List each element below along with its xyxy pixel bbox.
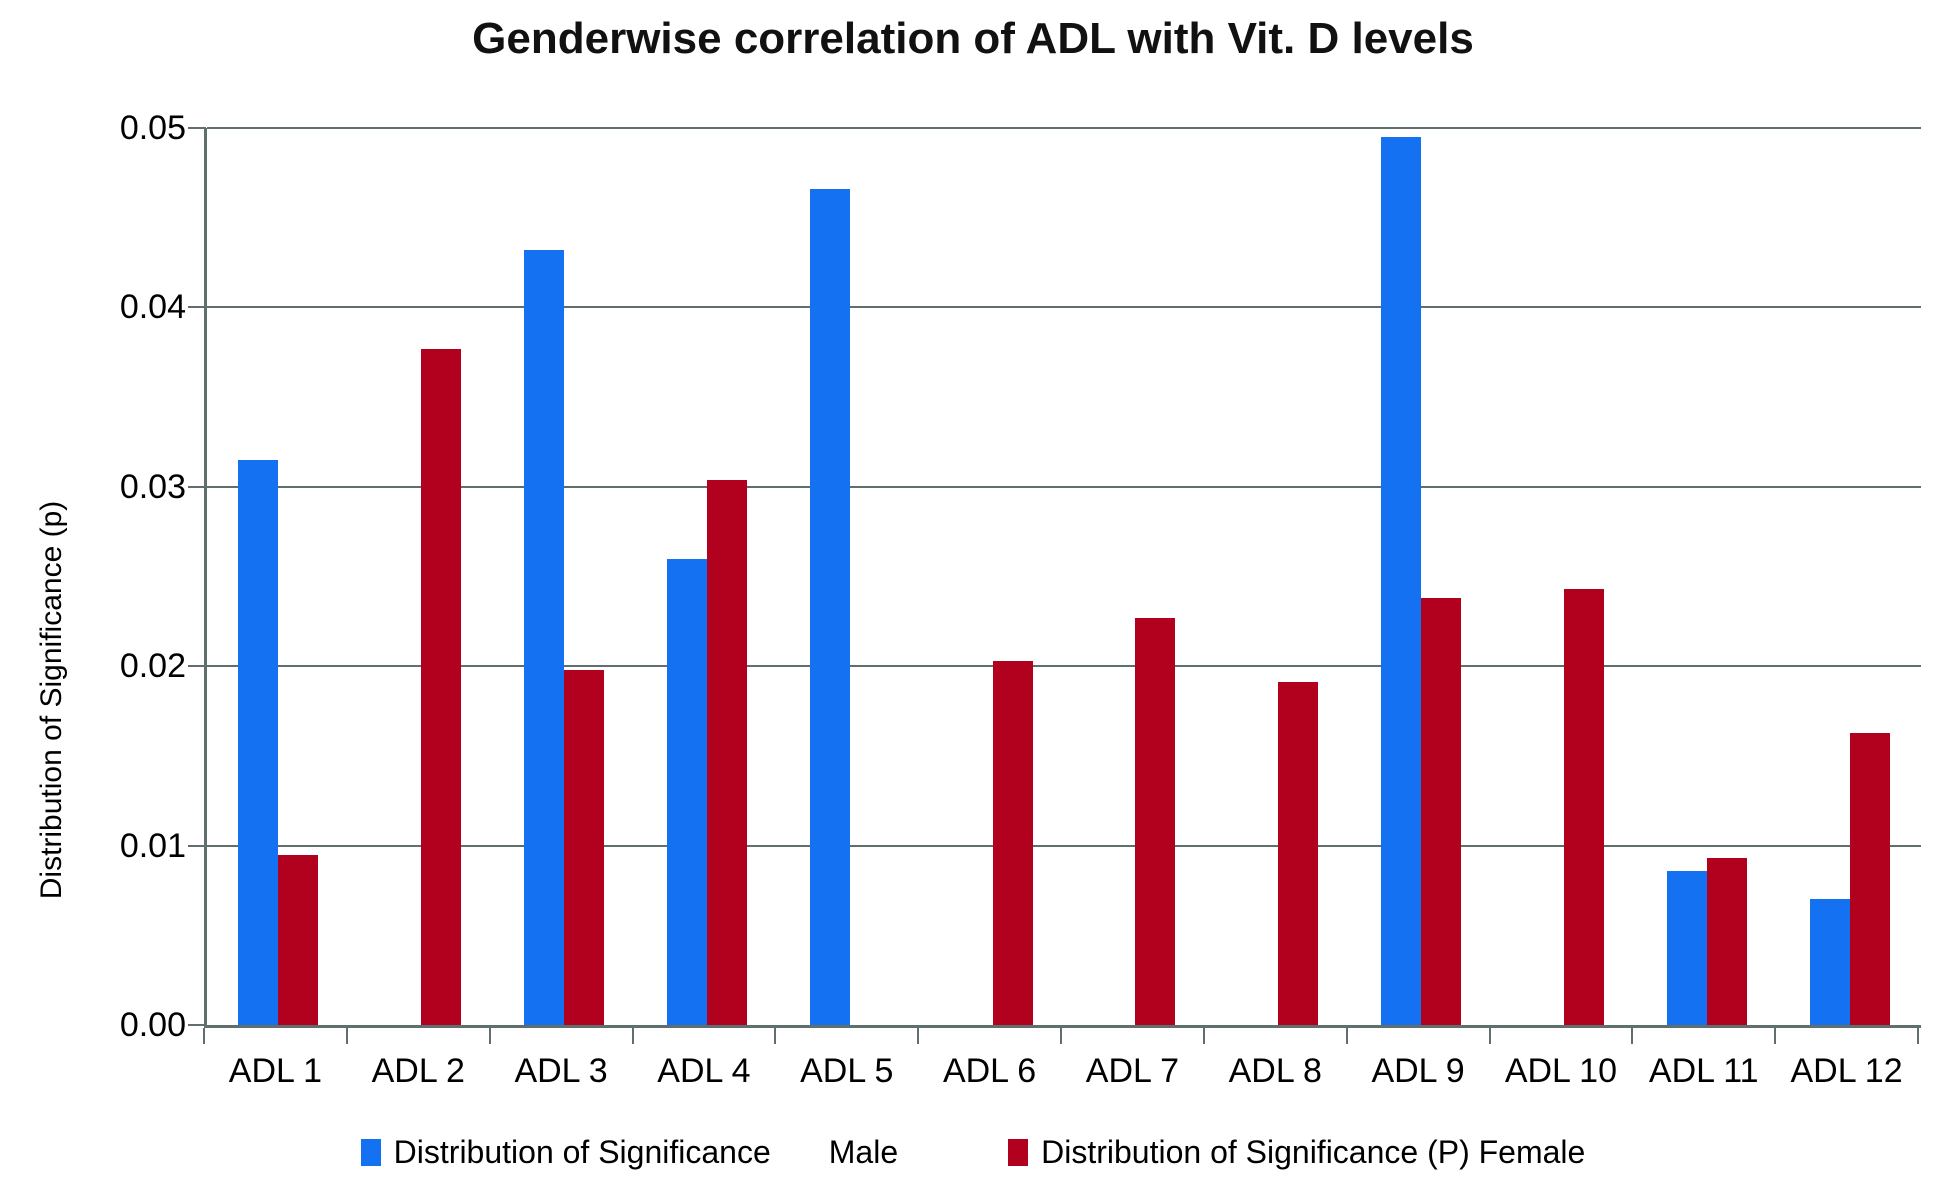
y-tick-mark-0.04 xyxy=(188,306,206,309)
y-tick-mark-0.01 xyxy=(188,844,206,847)
gridline-0.05 xyxy=(207,127,1921,129)
x-tick-mark-9 xyxy=(1488,1028,1491,1044)
y-tick-mark-0.02 xyxy=(188,665,206,668)
legend-entry-male: Distribution of Significance Male xyxy=(360,1134,899,1171)
y-tick-mark-0.03 xyxy=(188,485,206,488)
bar-female-adl-2 xyxy=(421,348,462,1025)
bar-female-adl-9 xyxy=(1421,598,1462,1025)
x-category-label-adl-8: ADL 8 xyxy=(1228,1052,1322,1090)
legend-label-male: Distribution of Significance xyxy=(393,1134,771,1170)
bar-female-adl-1 xyxy=(278,854,319,1025)
x-tick-mark-0 xyxy=(203,1028,205,1044)
y-tick-label-0.02: 0.02 xyxy=(119,647,186,686)
bar-group-adl-4 xyxy=(636,128,779,1025)
bar-group-adl-2 xyxy=(350,128,493,1025)
gridline-0.04 xyxy=(207,306,1921,309)
y-tick-mark-0.00 xyxy=(188,1024,206,1026)
y-tick-label-0.01: 0.01 xyxy=(119,826,186,865)
x-category-label-adl-5: ADL 5 xyxy=(800,1052,894,1090)
bar-group-adl-6 xyxy=(921,128,1064,1025)
bar-group-adl-12 xyxy=(1778,128,1921,1025)
y-tick-label-0.03: 0.03 xyxy=(119,467,186,506)
bar-male-adl-9 xyxy=(1381,136,1422,1025)
x-category-label-adl-2: ADL 2 xyxy=(371,1052,465,1090)
x-tick-mark-12 xyxy=(1917,1028,1919,1044)
legend-swatch-female-icon xyxy=(1008,1139,1029,1166)
bar-group-adl-10 xyxy=(1493,128,1636,1025)
y-tick-label-0.04: 0.04 xyxy=(119,288,186,327)
bar-female-adl-12 xyxy=(1849,732,1890,1025)
x-category-label-adl-6: ADL 6 xyxy=(942,1052,1037,1090)
bar-female-adl-6 xyxy=(992,660,1033,1025)
bar-group-adl-8 xyxy=(1207,128,1350,1025)
bar-group-adl-9 xyxy=(1350,128,1493,1025)
x-tick-mark-2 xyxy=(488,1028,491,1044)
gridline-0.01 xyxy=(207,844,1921,847)
bar-male-adl-11 xyxy=(1666,870,1707,1025)
bar-female-adl-10 xyxy=(1563,589,1604,1025)
x-category-label-adl-7: ADL 7 xyxy=(1085,1052,1180,1090)
x-category-label-adl-10: ADL 10 xyxy=(1504,1052,1617,1090)
bar-female-adl-11 xyxy=(1706,858,1747,1025)
bar-male-adl-5 xyxy=(809,189,850,1025)
x-tick-mark-1 xyxy=(345,1028,348,1044)
bar-group-adl-3 xyxy=(493,128,636,1025)
bar-group-adl-1 xyxy=(207,128,350,1025)
legend-swatch-male-icon xyxy=(360,1139,381,1166)
y-tick-label-0.00: 0.00 xyxy=(119,1006,186,1044)
legend-label-female: Distribution of Significance (P) Female xyxy=(1041,1134,1586,1170)
x-category-label-adl-12: ADL 12 xyxy=(1790,1052,1903,1090)
x-tick-mark-3 xyxy=(631,1028,634,1044)
x-tick-mark-11 xyxy=(1774,1028,1777,1044)
legend-entry-female: Distribution of Significance (P) Female xyxy=(1008,1134,1585,1171)
gridline-0.02 xyxy=(207,665,1921,668)
bar-female-adl-7 xyxy=(1135,617,1176,1025)
x-category-label-adl-11: ADL 11 xyxy=(1648,1052,1759,1090)
bar-group-adl-11 xyxy=(1635,128,1778,1025)
x-tick-mark-7 xyxy=(1202,1028,1205,1044)
bar-group-adl-7 xyxy=(1064,128,1207,1025)
gridline-0.03 xyxy=(207,485,1921,488)
x-category-label-adl-9: ADL 9 xyxy=(1371,1052,1465,1090)
bar-male-adl-3 xyxy=(524,250,565,1025)
chart-title: Genderwise correlation of ADL with Vit. … xyxy=(472,14,1474,63)
bar-female-adl-3 xyxy=(564,669,605,1025)
legend-label2-male: Male xyxy=(828,1134,899,1170)
x-tick-mark-6 xyxy=(1060,1028,1062,1044)
legend: Distribution of Significance Male Distribu… xyxy=(0,1134,1946,1171)
plot-area xyxy=(204,127,1921,1028)
y-tick-label-0.05: 0.05 xyxy=(119,109,186,147)
x-tick-mark-5 xyxy=(917,1028,920,1044)
bar-male-adl-4 xyxy=(666,558,707,1025)
bar-male-adl-12 xyxy=(1809,899,1850,1025)
bar-female-adl-4 xyxy=(706,479,747,1025)
bar-male-adl-1 xyxy=(238,459,279,1025)
bar-group-adl-5 xyxy=(778,128,921,1025)
x-category-label-adl-4: ADL 4 xyxy=(657,1052,751,1090)
y-tick-mark-0.05 xyxy=(188,127,206,129)
x-tick-mark-4 xyxy=(774,1028,777,1044)
x-tick-mark-8 xyxy=(1345,1028,1348,1044)
x-tick-mark-10 xyxy=(1631,1028,1634,1044)
x-category-label-adl-1: ADL 1 xyxy=(228,1052,323,1090)
bar-female-adl-8 xyxy=(1278,682,1319,1025)
x-category-label-adl-3: ADL 3 xyxy=(514,1052,608,1090)
